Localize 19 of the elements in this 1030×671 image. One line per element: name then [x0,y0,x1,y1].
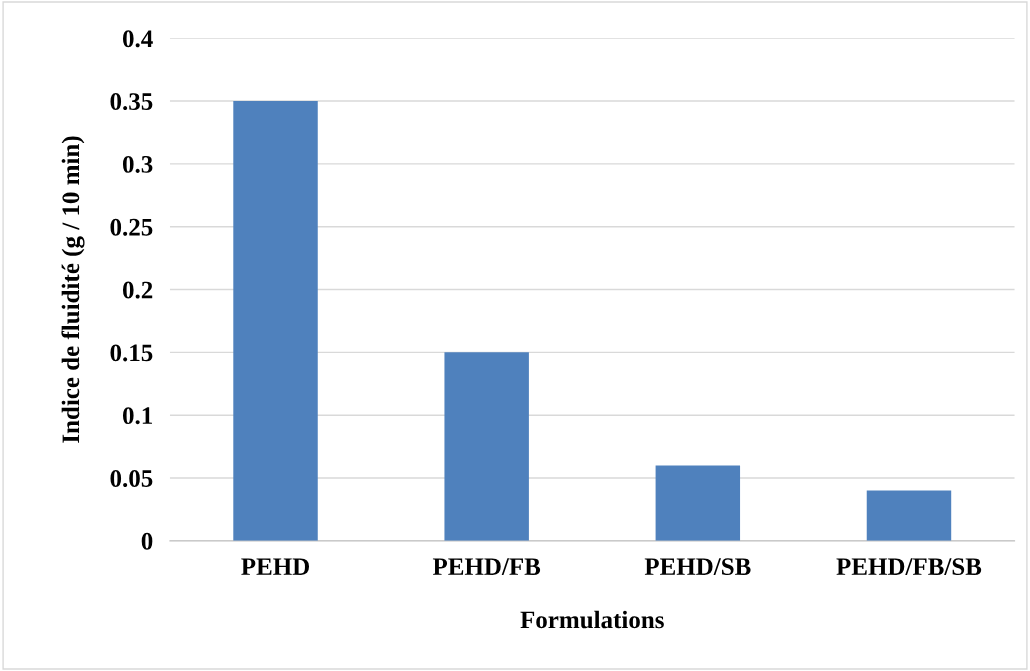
bar [444,352,529,541]
x-axis-title: Formulations [520,610,664,629]
y-tick-label: 0.1 [122,407,152,425]
bar [866,490,952,541]
bar [233,101,318,541]
y-tick-label: 0.05 [110,470,153,488]
x-tick-label: PEHD [241,558,310,575]
y-tick-label: 0.35 [110,93,153,111]
x-tick-label: PEHD/FB/SB [836,558,982,576]
bar [655,465,741,541]
x-tick-label: PEHD/SB [644,558,751,576]
y-tick-label: 0.3 [122,155,153,173]
y-tick-label: 0.25 [110,218,153,236]
y-tick-label: 0.4 [122,30,153,48]
y-tick-label: 0 [141,532,153,550]
x-tick-label: PEHD/FB [432,558,541,576]
y-axis-title: Indice de fluidité (g / 10 min) [61,136,85,443]
y-tick-label: 0.15 [110,344,153,362]
y-tick-label: 0.2 [122,281,153,299]
